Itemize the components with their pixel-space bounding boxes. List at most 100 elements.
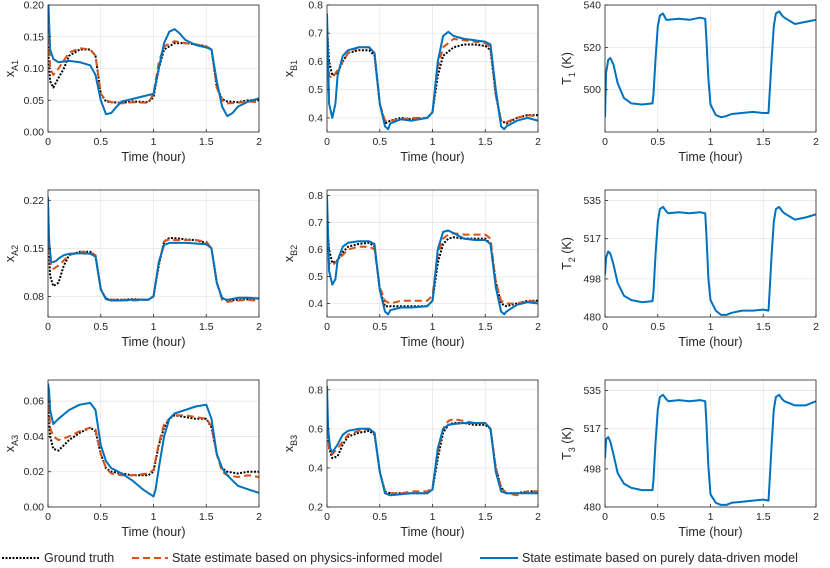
x-tick-label: 1 xyxy=(151,511,157,523)
x-tick-label: 2 xyxy=(256,511,262,523)
legend-ground-truth-label: Ground truth xyxy=(44,551,114,565)
y-tick-label: 0.06 xyxy=(24,396,45,408)
subplot-T2: 0 0.5 1 1.5 2 480 498 517 535 Time (hour) T2 (K) xyxy=(560,189,819,349)
y-axis-label: xB3 xyxy=(282,435,299,452)
x-tick-label: 1 xyxy=(430,321,436,333)
y-tick-label: 0.02 xyxy=(24,466,45,478)
x-tick-label: 2 xyxy=(535,321,541,333)
series-data-xA3 xyxy=(48,383,259,498)
y-axis-label: T2 (K) xyxy=(560,237,577,270)
x-tick-label: 1.5 xyxy=(756,511,771,523)
y-tick-label: 0.7 xyxy=(308,28,323,40)
legend-data-driven-label: State estimate based on purely data-driv… xyxy=(522,551,798,565)
legend: Ground truth State estimate based on phy… xyxy=(2,551,798,565)
x-axis-label: Time (hour) xyxy=(678,335,742,349)
x-tick-label: 1 xyxy=(151,321,157,333)
x-tick-label: 1.5 xyxy=(756,136,771,148)
x-tick-label: 1.5 xyxy=(478,321,493,333)
y-tick-label: 0.04 xyxy=(24,431,45,443)
x-axis-label: Time (hour) xyxy=(400,525,464,539)
x-tick-label: 0 xyxy=(45,136,51,148)
y-tick-label: 0.6 xyxy=(308,244,323,256)
x-tick-label: 0 xyxy=(602,321,608,333)
x-tick-label: 0 xyxy=(324,511,330,523)
y-tick-label: 535 xyxy=(583,385,601,397)
y-tick-label: 535 xyxy=(583,195,601,207)
series-data-T3 xyxy=(605,393,816,506)
y-axis-label: xA2 xyxy=(3,245,20,262)
x-tick-label: 0.5 xyxy=(650,136,665,148)
subplot-xA1: 0 0.5 1 1.5 2 0.00 0.05 0.10 0.15 0.20 Time (hour)… xyxy=(3,0,262,164)
x-tick-label: 0.5 xyxy=(372,511,387,523)
x-tick-label: 2 xyxy=(813,136,819,148)
x-axis-label: Time (hour) xyxy=(121,150,185,164)
x-tick-label: 1 xyxy=(430,136,436,148)
y-axis-label: T1 (K) xyxy=(560,52,577,85)
x-tick-label: 0.5 xyxy=(93,136,108,148)
series-physics-xA3 xyxy=(48,383,259,478)
y-axis-label: xA1 xyxy=(3,60,20,77)
series-data-xB1 xyxy=(327,13,538,131)
y-tick-label: 0.5 xyxy=(308,84,323,96)
y-tick-label: 0.8 xyxy=(308,190,323,202)
series-data-xB3 xyxy=(327,385,538,497)
subplot-xB1: 0 0.5 1 1.5 2 0.4 0.5 0.6 0.7 0.8 Time (hour) xB1 xyxy=(282,0,541,164)
y-tick-label: 498 xyxy=(583,273,601,285)
y-tick-label: 0.8 xyxy=(308,384,323,396)
series-truth-xA3 xyxy=(48,401,259,477)
y-tick-label: 0.15 xyxy=(24,243,45,255)
subplot-xB2: 0 0.5 1 1.5 2 0.4 0.5 0.6 0.7 0.8 Time (hour) xB2 xyxy=(282,189,541,349)
y-axis-label: xA3 xyxy=(3,435,20,452)
x-tick-label: 1 xyxy=(708,136,714,148)
series-data-xB2 xyxy=(327,195,538,316)
y-tick-label: 480 xyxy=(583,502,601,514)
x-tick-label: 2 xyxy=(813,321,819,333)
y-tick-label: 0.10 xyxy=(24,63,45,75)
series-data-xA1 xyxy=(48,5,259,118)
x-tick-label: 0.5 xyxy=(372,136,387,148)
y-tick-label: 0.4 xyxy=(308,112,323,124)
y-tick-label: 0.00 xyxy=(24,502,45,514)
subplot-xB3: 0 0.5 1 1.5 2 0.2 0.4 0.6 0.8 Time (hour) xB3 xyxy=(282,379,541,539)
y-tick-label: 0.2 xyxy=(308,502,323,514)
x-tick-label: 0 xyxy=(45,321,51,333)
series-data-T1 xyxy=(605,10,816,119)
subplot-xA3: 0 0.5 1 1.5 2 0.00 0.02 0.04 0.06 Time (hour) xA3 xyxy=(3,379,262,539)
x-tick-label: 1 xyxy=(430,511,436,523)
y-tick-label: 517 xyxy=(583,233,601,245)
y-tick-label: 0.4 xyxy=(308,462,323,474)
x-axis-label: Time (hour) xyxy=(400,335,464,349)
y-tick-label: 517 xyxy=(583,423,601,435)
x-axis-label: Time (hour) xyxy=(121,525,185,539)
y-axis-label: xB1 xyxy=(282,60,299,77)
x-tick-label: 0.5 xyxy=(650,321,665,333)
x-tick-label: 1 xyxy=(708,321,714,333)
x-tick-label: 2 xyxy=(535,511,541,523)
x-axis-label: Time (hour) xyxy=(121,335,185,349)
x-tick-label: 0.5 xyxy=(372,321,387,333)
subplot-xA2: 0 0.5 1 1.5 2 0.08 0.15 0.22 Time (hour) xA2 xyxy=(3,189,262,349)
y-tick-label: 0.8 xyxy=(308,0,323,12)
x-axis-label: Time (hour) xyxy=(400,150,464,164)
y-tick-label: 0.20 xyxy=(24,0,45,12)
y-tick-label: 0.7 xyxy=(308,217,323,229)
x-tick-label: 0 xyxy=(45,511,51,523)
y-tick-label: 0.05 xyxy=(24,95,45,107)
x-tick-label: 2 xyxy=(256,136,262,148)
legend-physics-label: State estimate based on physics-informed… xyxy=(172,551,442,565)
x-tick-label: 0.5 xyxy=(93,321,108,333)
y-tick-label: 0.08 xyxy=(24,291,45,303)
y-tick-label: 0.5 xyxy=(308,271,323,283)
y-tick-label: 498 xyxy=(583,463,601,475)
x-tick-label: 0 xyxy=(602,136,608,148)
series-physics-xB2 xyxy=(327,232,538,305)
x-tick-label: 1.5 xyxy=(478,511,493,523)
x-tick-label: 1.5 xyxy=(199,511,214,523)
x-tick-label: 1.5 xyxy=(478,136,493,148)
series-physics-xB3 xyxy=(327,409,538,497)
y-tick-label: 0.4 xyxy=(308,298,323,310)
x-tick-label: 2 xyxy=(813,511,819,523)
x-tick-label: 1 xyxy=(708,511,714,523)
